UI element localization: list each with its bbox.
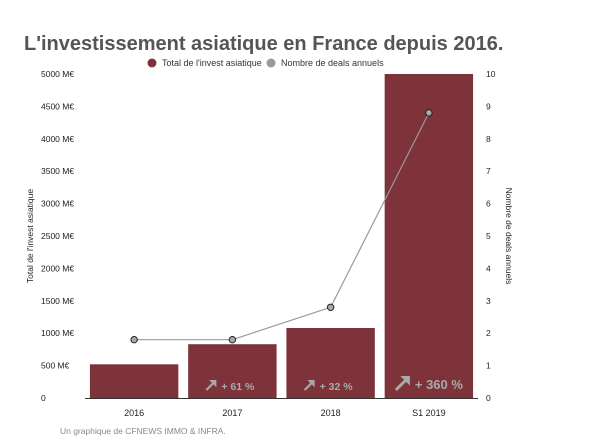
y-right-tick-label: 1 xyxy=(486,361,491,371)
y-right-tick-label: 2 xyxy=(486,328,491,338)
y-right-tick-label: 8 xyxy=(486,134,491,144)
y-left-tick-label: 0 xyxy=(41,393,46,403)
y-right-tick-label: 3 xyxy=(486,296,491,306)
deals-line xyxy=(134,112,430,341)
source-note: Un graphique de CFNEWS IMMO & INFRA. xyxy=(60,426,226,436)
legend-marker-total xyxy=(147,58,157,68)
legend-label-deals: Nombre de deals annuels xyxy=(281,58,384,68)
bar xyxy=(89,364,179,398)
x-tick-label: 2018 xyxy=(321,408,341,418)
x-tick-label: S1 2019 xyxy=(412,408,446,418)
y-left-tick-label: 2500 M€ xyxy=(41,231,74,241)
y-right-tick-label: 7 xyxy=(486,166,491,176)
y-left-tick-label: 2000 M€ xyxy=(41,263,74,273)
deals-point xyxy=(228,335,237,344)
arrow-up-right-icon xyxy=(394,375,410,392)
growth-label: + 61 % xyxy=(221,381,255,393)
arrow-up-right-icon xyxy=(303,380,315,391)
y-left-tick-label: 500 M€ xyxy=(41,361,70,371)
y-left-tick-label: 3500 M€ xyxy=(41,166,74,176)
y-left-tick-label: 5000 M€ xyxy=(41,69,74,79)
deals-point xyxy=(130,335,138,344)
y-left-tick-label: 3000 M€ xyxy=(41,199,74,209)
y-right-tick-label: 0 xyxy=(486,393,491,403)
growth-label: + 32 % xyxy=(320,381,354,393)
y-right-tick-label: 5 xyxy=(486,231,491,241)
bar xyxy=(384,74,474,398)
y-left-axis-title: Total de l'invest asiatique xyxy=(25,189,35,284)
legend-marker-deals xyxy=(266,58,276,68)
x-tick-label: 2017 xyxy=(222,408,242,418)
bar xyxy=(286,328,375,398)
y-left-tick-label: 4500 M€ xyxy=(41,101,74,111)
arrow-up-right-icon xyxy=(205,380,217,391)
y-right-tick-label: 6 xyxy=(486,199,491,209)
x-tick-label: 2016 xyxy=(124,408,144,418)
y-right-tick-label: 10 xyxy=(486,69,496,79)
y-right-axis-title: Nombre de deals annuels xyxy=(504,188,514,285)
deals-point xyxy=(326,303,335,311)
deals-point xyxy=(425,109,433,117)
legend-label-total: Total de l'invest asiatique xyxy=(162,58,262,68)
y-left-tick-label: 1000 M€ xyxy=(41,328,74,338)
growth-label: + 360 % xyxy=(415,377,464,392)
chart-title: L'investissement asiatique en France dep… xyxy=(24,33,503,55)
y-right-tick-label: 4 xyxy=(486,263,491,273)
bar xyxy=(188,344,277,398)
y-left-tick-label: 4000 M€ xyxy=(41,134,74,144)
y-right-tick-label: 9 xyxy=(486,101,491,111)
y-left-tick-label: 1500 M€ xyxy=(41,296,74,306)
